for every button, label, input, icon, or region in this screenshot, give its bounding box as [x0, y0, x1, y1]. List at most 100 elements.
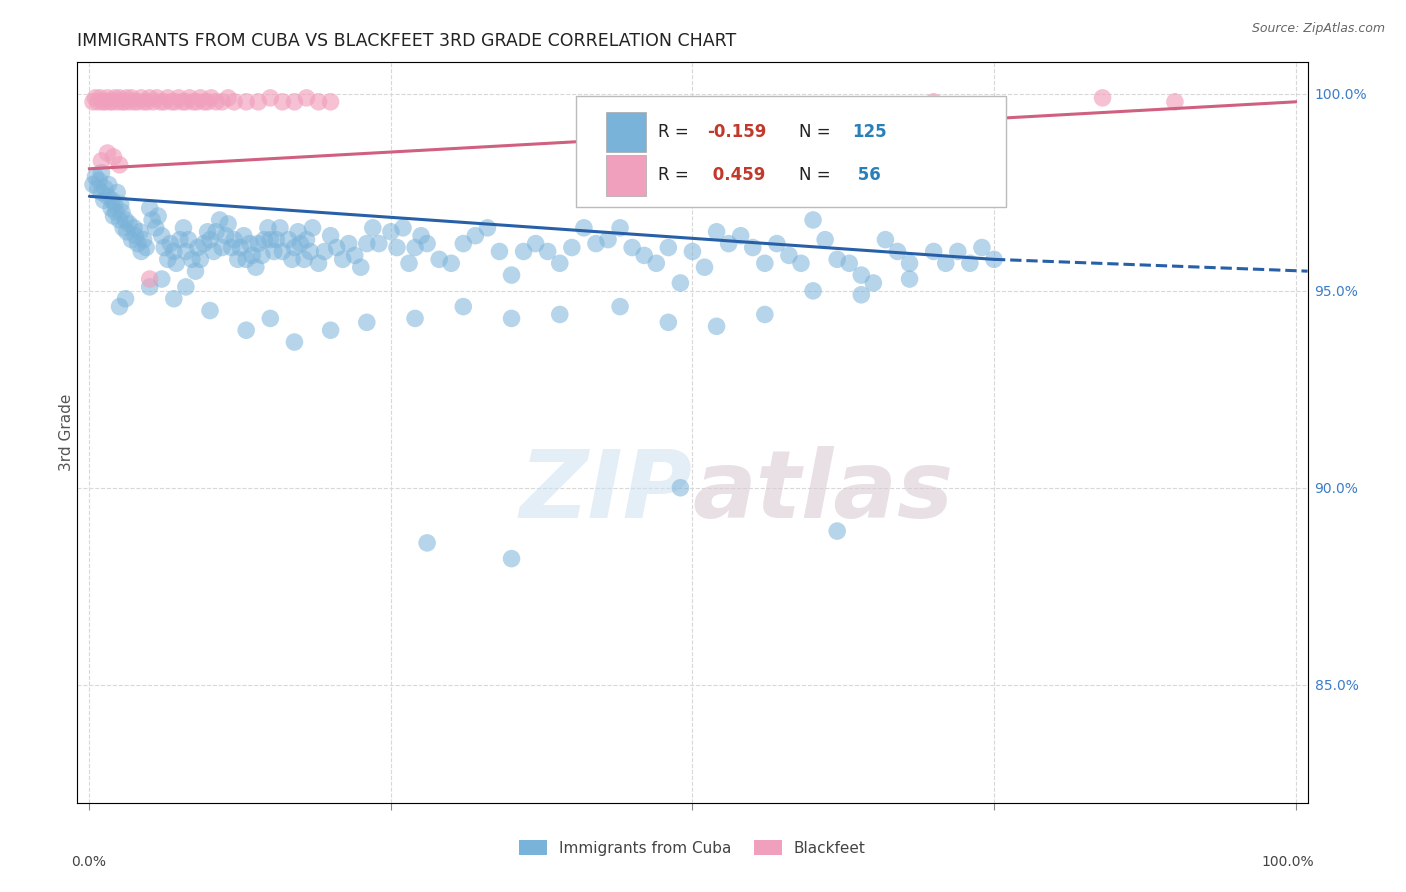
Immigrants from Cuba: [198, 233, 221, 247]
Immigrants from Cuba: [512, 244, 534, 259]
Blackfeet: [160, 95, 183, 109]
Blackfeet: [186, 95, 208, 109]
Immigrants from Cuba: [657, 315, 679, 329]
Immigrants from Cuba: [596, 233, 619, 247]
Immigrants from Cuba: [825, 524, 848, 538]
Immigrants from Cuba: [259, 233, 281, 247]
Blackfeet: [197, 95, 219, 109]
Text: 100.0%: 100.0%: [1261, 855, 1313, 869]
Immigrants from Cuba: [153, 241, 176, 255]
Immigrants from Cuba: [946, 244, 969, 259]
Immigrants from Cuba: [825, 252, 848, 267]
Text: R =: R =: [658, 166, 695, 185]
Blackfeet: [121, 91, 143, 105]
Blackfeet: [247, 95, 270, 109]
Immigrants from Cuba: [886, 244, 908, 259]
Immigrants from Cuba: [332, 252, 354, 267]
Immigrants from Cuba: [645, 256, 668, 270]
Immigrants from Cuba: [193, 236, 215, 251]
Immigrants from Cuba: [778, 248, 800, 262]
Blackfeet: [122, 95, 145, 109]
Blackfeet: [103, 150, 125, 164]
Immigrants from Cuba: [205, 225, 228, 239]
Immigrants from Cuba: [150, 272, 173, 286]
Immigrants from Cuba: [112, 220, 135, 235]
Immigrants from Cuba: [337, 236, 360, 251]
Blackfeet: [271, 95, 294, 109]
Immigrants from Cuba: [501, 268, 523, 282]
Immigrants from Cuba: [263, 244, 285, 259]
Blackfeet: [96, 91, 118, 105]
Text: N =: N =: [800, 166, 837, 185]
FancyBboxPatch shape: [575, 95, 1007, 207]
Immigrants from Cuba: [453, 236, 475, 251]
Immigrants from Cuba: [299, 244, 322, 259]
Immigrants from Cuba: [501, 311, 523, 326]
Immigrants from Cuba: [935, 256, 957, 270]
Blackfeet: [105, 95, 128, 109]
Immigrants from Cuba: [100, 201, 122, 215]
Immigrants from Cuba: [146, 209, 169, 223]
Blackfeet: [138, 272, 160, 286]
Blackfeet: [174, 95, 197, 109]
Immigrants from Cuba: [693, 260, 716, 275]
Immigrants from Cuba: [609, 220, 631, 235]
Blackfeet: [235, 95, 257, 109]
Immigrants from Cuba: [150, 228, 173, 243]
Immigrants from Cuba: [838, 256, 860, 270]
Blackfeet: [108, 91, 131, 105]
Immigrants from Cuba: [277, 233, 299, 247]
Text: -0.159: -0.159: [707, 123, 766, 141]
Immigrants from Cuba: [127, 236, 149, 251]
Immigrants from Cuba: [409, 228, 432, 243]
Text: 125: 125: [852, 123, 887, 141]
Immigrants from Cuba: [108, 300, 131, 314]
Immigrants from Cuba: [561, 241, 583, 255]
Immigrants from Cuba: [440, 256, 463, 270]
Immigrants from Cuba: [356, 315, 378, 329]
Blackfeet: [283, 95, 305, 109]
Immigrants from Cuba: [741, 241, 763, 255]
Immigrants from Cuba: [621, 241, 644, 255]
Text: N =: N =: [800, 123, 837, 141]
Immigrants from Cuba: [174, 280, 197, 294]
Text: 0.0%: 0.0%: [72, 855, 107, 869]
Immigrants from Cuba: [197, 225, 219, 239]
Immigrants from Cuba: [657, 241, 679, 255]
Immigrants from Cuba: [427, 252, 450, 267]
Immigrants from Cuba: [110, 197, 132, 211]
Immigrants from Cuba: [706, 319, 728, 334]
Immigrants from Cuba: [266, 233, 288, 247]
Immigrants from Cuba: [202, 244, 225, 259]
Blackfeet: [112, 95, 135, 109]
Immigrants from Cuba: [108, 213, 131, 227]
Blackfeet: [188, 91, 212, 105]
Immigrants from Cuba: [169, 233, 191, 247]
Immigrants from Cuba: [253, 233, 276, 247]
Immigrants from Cuba: [217, 217, 239, 231]
Immigrants from Cuba: [682, 244, 704, 259]
Blackfeet: [1164, 95, 1187, 109]
Immigrants from Cuba: [232, 228, 254, 243]
Immigrants from Cuba: [301, 220, 323, 235]
Blackfeet: [84, 91, 107, 105]
Immigrants from Cuba: [221, 241, 243, 255]
Immigrants from Cuba: [290, 236, 312, 251]
Text: Source: ZipAtlas.com: Source: ZipAtlas.com: [1251, 22, 1385, 36]
Immigrants from Cuba: [970, 241, 993, 255]
Immigrants from Cuba: [187, 241, 209, 255]
Immigrants from Cuba: [235, 323, 257, 337]
Immigrants from Cuba: [97, 178, 120, 192]
Immigrants from Cuba: [84, 169, 107, 184]
Text: 0.459: 0.459: [707, 166, 766, 185]
Text: atlas: atlas: [693, 446, 953, 538]
Immigrants from Cuba: [114, 292, 136, 306]
Immigrants from Cuba: [240, 248, 263, 262]
Immigrants from Cuba: [875, 233, 897, 247]
Immigrants from Cuba: [862, 276, 884, 290]
Immigrants from Cuba: [90, 186, 112, 200]
Blackfeet: [922, 95, 945, 109]
Immigrants from Cuba: [548, 308, 571, 322]
Immigrants from Cuba: [96, 189, 118, 203]
Immigrants from Cuba: [90, 166, 112, 180]
